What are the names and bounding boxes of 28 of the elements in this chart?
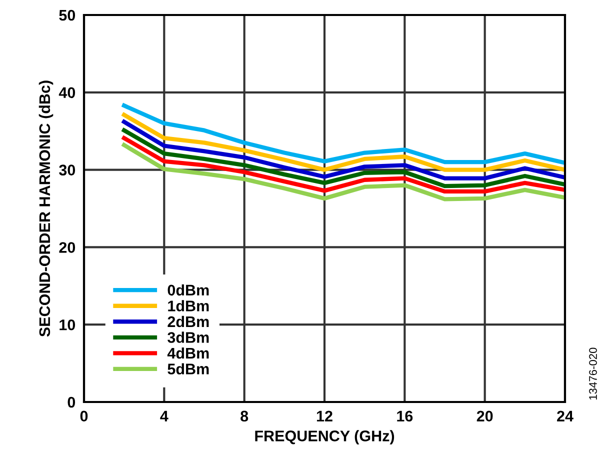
x-tick-label: 8 xyxy=(240,410,248,422)
y-tick-label: 0 xyxy=(68,396,76,408)
y-tick-label: 20 xyxy=(59,242,76,253)
text: 13476-020 xyxy=(589,348,597,400)
x-tick-label: 4 xyxy=(160,410,168,422)
y-tick-label: 50 xyxy=(59,10,76,21)
legend-label: 5dBm xyxy=(168,363,209,374)
x-axis-title: FREQUENCY (GHz) xyxy=(255,430,394,444)
x-tick-label: 24 xyxy=(557,410,574,422)
y-tick-label: 10 xyxy=(60,319,76,330)
line-series xyxy=(122,136,565,194)
legend-label: 3dBm xyxy=(168,332,209,343)
x-tick-label: 16 xyxy=(397,410,413,422)
y-axis-title: SECOND-ORDER HARMONIC (dBc) xyxy=(38,80,54,337)
x-tick-label: 0 xyxy=(80,410,88,422)
legend-label: 0dBm xyxy=(168,284,209,296)
legend-label: 2dBm xyxy=(168,316,209,328)
line-series xyxy=(122,128,565,188)
y-tick-label: 40 xyxy=(58,87,76,98)
legend-label: 4dBm xyxy=(167,347,209,359)
x-tick-label: 12 xyxy=(316,410,332,422)
line-series xyxy=(122,120,565,180)
legend-label: 1dBm xyxy=(168,300,209,312)
line-series xyxy=(122,112,565,172)
y-tick-label: 30 xyxy=(59,164,76,176)
line-series xyxy=(122,142,565,202)
line-series xyxy=(122,103,565,165)
x-tick-label: 20 xyxy=(476,410,493,422)
